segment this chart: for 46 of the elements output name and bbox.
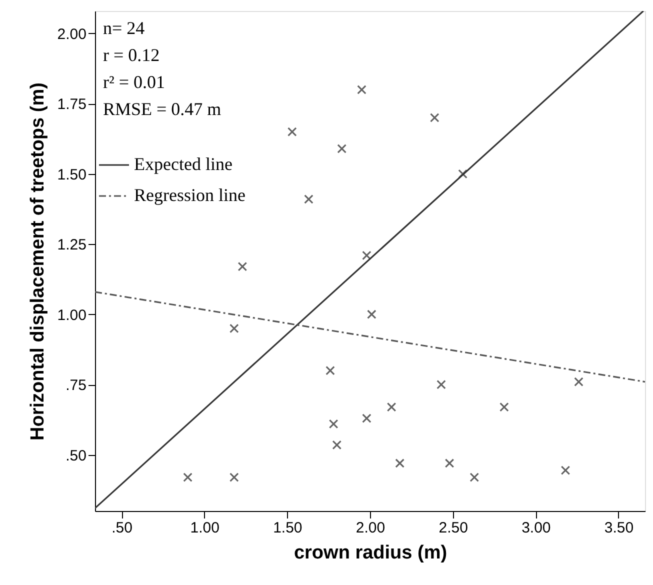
point xyxy=(386,402,396,412)
point xyxy=(362,250,372,260)
point xyxy=(332,440,342,450)
y-tick-label: 1.25 xyxy=(57,236,86,254)
point xyxy=(458,169,468,179)
y-tick-label: 1.50 xyxy=(57,166,86,184)
x-tick-label: .50 xyxy=(112,520,132,536)
y-tick-label: .75 xyxy=(66,377,86,394)
y-tick-label: 2.00 xyxy=(57,26,86,43)
point xyxy=(500,402,509,412)
annotation: r = 0.12 xyxy=(103,45,160,65)
x-tick-label: 1.00 xyxy=(190,520,220,536)
x-tick-label: 2.50 xyxy=(438,520,468,536)
y-tick-label: .50 xyxy=(66,447,86,464)
x-tick-label: 3.00 xyxy=(522,520,551,536)
y-tick-label: 1.75 xyxy=(57,96,86,114)
legend-label: Expected line xyxy=(134,154,232,174)
x-tick-label: 3.50 xyxy=(604,520,634,536)
point xyxy=(395,458,404,468)
point xyxy=(229,324,239,334)
point xyxy=(287,127,297,136)
y-tick-label: 1.00 xyxy=(57,306,86,324)
x-axis-title: crown radius (m) xyxy=(294,542,448,564)
x-tick-label: 2.00 xyxy=(356,520,386,536)
point xyxy=(357,84,366,94)
point xyxy=(183,472,192,482)
annotation: r² = 0.01 xyxy=(103,72,166,92)
point xyxy=(574,377,584,386)
point xyxy=(430,113,440,122)
point xyxy=(436,380,446,390)
point xyxy=(470,472,480,482)
point xyxy=(444,458,454,468)
point xyxy=(229,472,239,482)
annotation: n= 24 xyxy=(103,18,145,38)
point xyxy=(304,194,314,204)
legend-label: Regression line xyxy=(134,185,246,205)
annotation: RMSE = 0.47 m xyxy=(103,99,222,119)
x-tick-label: 1.50 xyxy=(273,520,302,536)
point xyxy=(326,366,335,376)
point xyxy=(337,144,347,154)
point xyxy=(366,310,376,320)
point xyxy=(238,262,248,272)
y-axis-title: Horizontal displacement of treetops (m) xyxy=(27,82,48,440)
point xyxy=(560,466,570,475)
point xyxy=(328,419,338,429)
point xyxy=(362,414,372,423)
